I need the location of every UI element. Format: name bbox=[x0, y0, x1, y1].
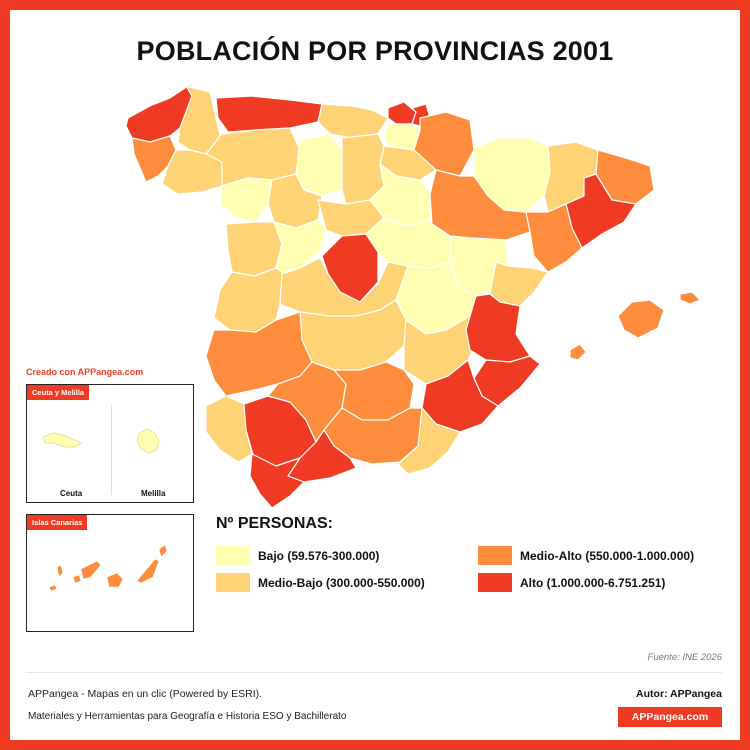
legend-label-medio-bajo: Medio-Bajo (300.000-550.000) bbox=[258, 575, 425, 590]
inset-ceuta-melilla: Ceuta y Melilla Ceuta Melilla bbox=[26, 384, 194, 503]
footer-divider bbox=[26, 672, 722, 673]
legend-swatch-medio-bajo bbox=[216, 573, 250, 592]
inset-ceuta-melilla-tag: Ceuta y Melilla bbox=[27, 385, 90, 400]
island-la-gomera[interactable] bbox=[72, 574, 82, 584]
footer-line-2: Materiales y Herramientas para Geografía… bbox=[28, 711, 347, 722]
province-vizcaya[interactable] bbox=[387, 101, 417, 125]
island-el-hierro[interactable] bbox=[48, 584, 58, 592]
legend-label-bajo: Bajo (59.576-300.000) bbox=[258, 548, 380, 563]
province-baleares-menorca[interactable] bbox=[679, 291, 701, 305]
legend-item-medio-bajo: Medio-Bajo (300.000-550.000) bbox=[216, 573, 425, 592]
melilla-shape[interactable] bbox=[136, 428, 160, 454]
source-note: Fuente: INE 2026 bbox=[647, 652, 722, 663]
brand-link[interactable]: APPangea.com bbox=[618, 707, 722, 727]
province-castellon[interactable] bbox=[489, 261, 549, 307]
legend-label-medio-alto: Medio-Alto (550.000-1.000.000) bbox=[520, 548, 695, 563]
created-with-label: Creado con APPangea.com bbox=[26, 367, 144, 377]
province-cantabria[interactable] bbox=[317, 103, 389, 139]
province-avila[interactable] bbox=[273, 219, 327, 273]
island-fuerteventura[interactable] bbox=[136, 558, 160, 584]
melilla-label: Melilla bbox=[141, 489, 166, 498]
island-la-palma[interactable] bbox=[56, 564, 64, 578]
inset-canarias-tag: Islas Canarias bbox=[27, 515, 88, 530]
province-baleares-mallorca[interactable] bbox=[617, 299, 665, 339]
footer-line-1: APPangea - Mapas en un clic (Powered by … bbox=[28, 688, 263, 700]
author-label: Autor: APPangea bbox=[636, 688, 722, 700]
province-cadiz[interactable] bbox=[249, 453, 305, 509]
province-salamanca[interactable] bbox=[225, 221, 283, 277]
province-baleares-ibiza[interactable] bbox=[569, 343, 587, 361]
legend-swatch-medio-alto bbox=[478, 546, 512, 565]
ceuta-shape[interactable] bbox=[42, 432, 82, 448]
province-guadalajara[interactable] bbox=[365, 217, 451, 269]
legend-item-alto: Alto (1.000.000-6.751.251) bbox=[478, 573, 665, 592]
ceuta-melilla-map bbox=[42, 428, 160, 454]
island-gran-canaria[interactable] bbox=[106, 572, 124, 588]
province-asturias[interactable] bbox=[215, 95, 323, 133]
inset-canarias: Islas Canarias bbox=[26, 514, 194, 632]
map-title: POBLACIÓN POR PROVINCIAS 2001 bbox=[136, 36, 614, 66]
province-zamora[interactable] bbox=[219, 177, 273, 223]
province-murcia[interactable] bbox=[421, 359, 499, 433]
island-tenerife[interactable] bbox=[80, 560, 102, 580]
legend-item-medio-alto: Medio-Alto (550.000-1.000.000) bbox=[478, 546, 694, 565]
inset-divider bbox=[111, 405, 112, 495]
province-pontevedra[interactable] bbox=[131, 135, 177, 183]
province-ourense[interactable] bbox=[161, 149, 223, 195]
canarias-map bbox=[48, 544, 168, 592]
province-barcelona[interactable] bbox=[565, 173, 637, 249]
legend-item-bajo: Bajo (59.576-300.000) bbox=[216, 546, 379, 565]
legend-swatch-bajo bbox=[216, 546, 250, 565]
province-tarragona[interactable] bbox=[525, 203, 583, 273]
island-lanzarote[interactable] bbox=[158, 544, 168, 558]
legend-label-alto: Alto (1.000.000-6.751.251) bbox=[520, 575, 666, 590]
legend-swatch-alto bbox=[478, 573, 512, 592]
ceuta-label: Ceuta bbox=[60, 489, 83, 498]
province-almeria[interactable] bbox=[397, 407, 461, 475]
legend-title: Nº PERSONAS: bbox=[216, 515, 333, 532]
